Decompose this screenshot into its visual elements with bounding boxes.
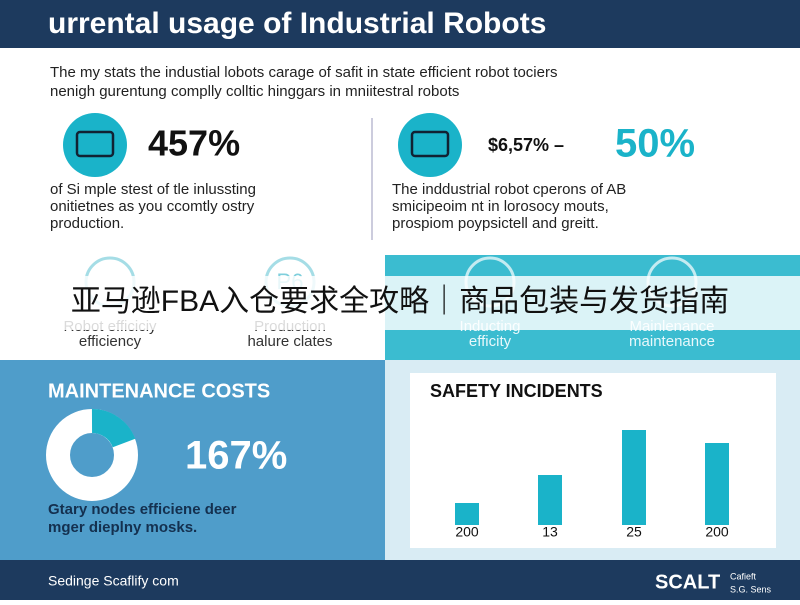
stat-description: smicipeoim nt in lorosocy mouts,	[392, 198, 609, 215]
overlay-band	[0, 276, 800, 330]
icon-monitor	[75, 130, 115, 158]
footer-logo-small: Cafieft	[730, 571, 757, 581]
header-bar	[0, 0, 800, 48]
icon-monitor	[410, 130, 450, 158]
panel-title: MAINTENANCE COSTS	[48, 380, 270, 402]
footer-logo: SCALT	[655, 571, 720, 593]
stat-icon	[398, 113, 462, 177]
panel-title: SAFETY INCIDENTS	[430, 381, 603, 401]
footer-bar	[0, 560, 800, 600]
stat-description: The inddustrial robot cperons of AB	[392, 181, 626, 198]
stat-description: of Si mple stest of tle inlussting	[50, 181, 256, 198]
bar-label: 25	[626, 524, 642, 540]
stat-description: onitietnes as you ccomtly ostry	[50, 198, 255, 215]
stat-value: 457%	[148, 123, 240, 164]
panel-text: mger dieplny mosks.	[48, 519, 197, 536]
feature-label: efficity	[469, 333, 512, 350]
intro-line: nenigh gurentung complly colltic hinggar…	[50, 83, 459, 100]
bar-shape	[538, 475, 562, 525]
footer-text: Sedinge Scaflify com	[48, 573, 179, 589]
bar-label: 13	[542, 524, 558, 540]
stat-description: production.	[50, 215, 124, 232]
bar-label: 200	[455, 524, 479, 540]
feature-label: halure clates	[247, 333, 332, 350]
stat-prefix: $6,57% –	[488, 135, 564, 155]
stat-value: 50%	[615, 122, 695, 166]
donut-segment	[91, 408, 136, 448]
panel-text: Gtary nodes efficiene deer	[48, 501, 237, 518]
feature-label: maintenance	[629, 333, 715, 350]
footer-logo-small: S.G. Sens	[730, 584, 772, 594]
bar-shape	[622, 430, 646, 525]
stat-description: prospiom poypsictell and greitt.	[392, 215, 599, 232]
stat-icon	[63, 113, 127, 177]
bar-shape	[455, 503, 479, 525]
header-title: urrental usage of Industrial Robots	[48, 7, 546, 40]
feature-label: efficiency	[79, 333, 142, 350]
overlay-title: 亚马逊FBA入仓要求全攻略｜商品包装与发货指南	[71, 285, 729, 318]
panel-value: 167%	[185, 434, 287, 478]
bar-shape	[705, 443, 729, 525]
bar-label: 200	[705, 524, 729, 540]
intro-line: The my stats the industial lobots carage…	[50, 64, 557, 81]
